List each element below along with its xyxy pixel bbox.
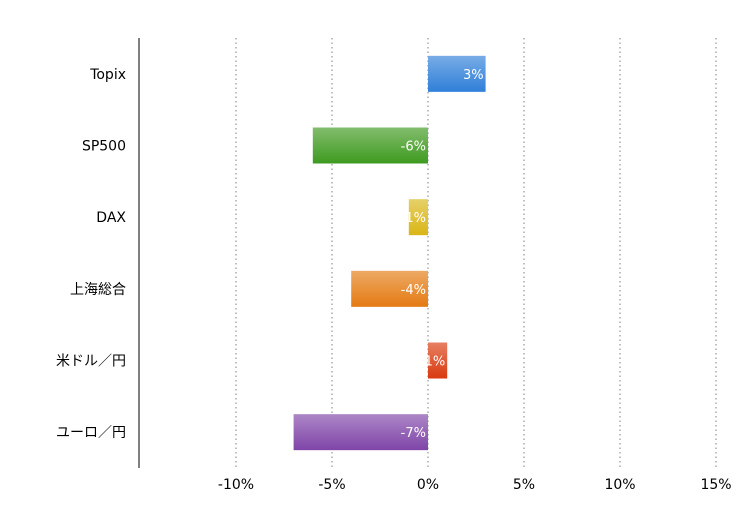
bar — [351, 270, 428, 307]
category-label: DAX — [96, 210, 126, 226]
bar-data-label: -7% — [401, 426, 426, 441]
x-tick-label: 5% — [513, 477, 535, 493]
gridlines — [235, 38, 717, 468]
x-tick-label: -10% — [218, 477, 254, 493]
x-tick-label: 15% — [700, 477, 731, 493]
data-labels: 3% -6% -1% -4% 1% -7% — [401, 68, 484, 441]
category-label: 米ドル／円 — [56, 354, 126, 370]
category-label: 上海総合 — [70, 282, 126, 298]
x-tick-label: -5% — [318, 477, 345, 493]
bar-data-label: -1% — [401, 211, 426, 226]
bar — [312, 127, 428, 164]
bar — [293, 414, 428, 451]
category-label: ユーロ／円 — [56, 425, 126, 441]
bar-data-label: -4% — [401, 283, 426, 298]
bar-data-label: -6% — [401, 140, 426, 155]
x-axis-tick-labels: -10% -5% 0% 5% 10% 15% — [218, 477, 732, 493]
bar — [428, 55, 486, 92]
bars — [293, 55, 486, 451]
bar — [408, 199, 428, 236]
category-label: Topix — [89, 67, 126, 83]
category-label: SP500 — [82, 139, 126, 155]
bar-data-label: 3% — [463, 68, 484, 83]
x-tick-label: 0% — [417, 477, 439, 493]
bar — [428, 342, 448, 379]
x-tick-label: 10% — [604, 477, 635, 493]
bar-data-label: 1% — [425, 355, 446, 370]
